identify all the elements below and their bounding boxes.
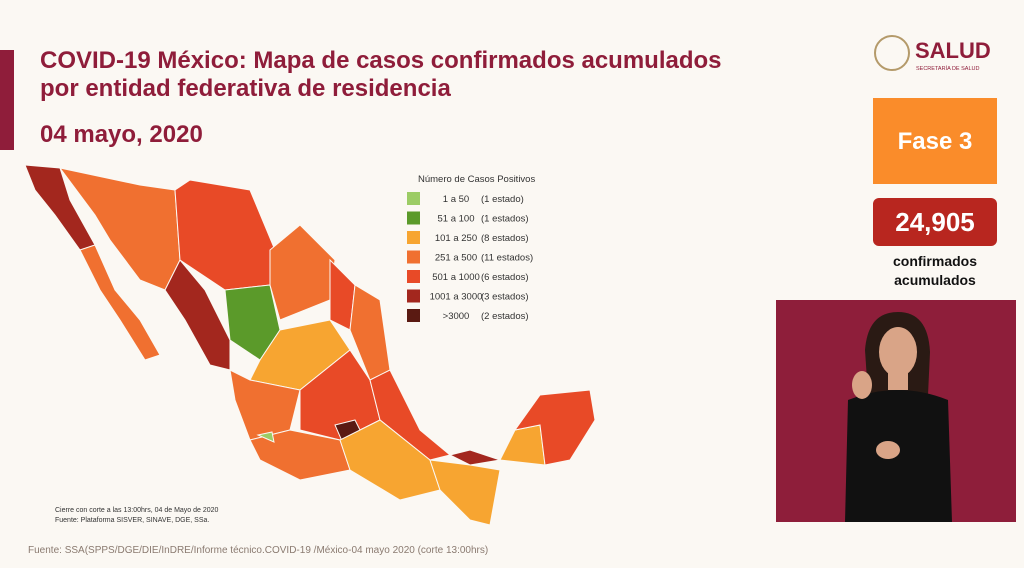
total-caption: confirmados [893, 253, 977, 269]
accent-bar [0, 50, 14, 150]
title-line: por entidad federativa de residencia [40, 75, 451, 102]
total-caption: acumulados [894, 272, 976, 288]
state [269, 224, 336, 321]
legend-count: (1 estado) [481, 194, 524, 205]
legend-range: 101 a 250 [435, 233, 477, 244]
neck [888, 372, 908, 390]
legend-range: 501 a 1000 [432, 272, 480, 283]
legend-swatch [407, 250, 420, 264]
legend-swatch [407, 289, 420, 303]
state [339, 419, 441, 501]
state [79, 244, 161, 361]
date: 04 mayo, 2020 [40, 121, 203, 148]
legend: 1 a 50 (1 estado) 51 a 100 (1 estados) 101 a… [407, 192, 533, 322]
legend-count: (2 estados) [481, 311, 529, 322]
logo-name: SALUD [915, 38, 991, 63]
phase: Fase 3 [898, 128, 973, 155]
legend-range: 51 a 100 [438, 214, 475, 225]
note: Fuente: Plataforma SISVER, SINAVE, DGE, … [55, 517, 209, 524]
state [499, 424, 546, 466]
source: Fuente: SSA(SPPS/DGE/DIE/InDRE/Informe t… [28, 545, 488, 556]
title-line: COVID-19 México: Mapa de casos confirmad… [40, 47, 722, 74]
total-box [873, 198, 997, 246]
legend-count: (6 estados) [481, 272, 529, 283]
phase-box [873, 98, 997, 184]
total-value: 24,905 [895, 207, 975, 237]
legend-swatch [407, 192, 420, 205]
hand [876, 441, 900, 459]
face [879, 327, 917, 377]
interpreter-video [776, 300, 1016, 522]
state [448, 449, 501, 466]
state [513, 389, 596, 466]
legend-count: (8 estados) [481, 233, 529, 244]
state [329, 258, 356, 331]
map [24, 164, 596, 526]
legend-swatch [407, 211, 420, 225]
hand [852, 371, 872, 399]
body [845, 390, 952, 522]
legend-range: 1 a 50 [443, 194, 469, 205]
state [164, 259, 231, 371]
logo-seal [874, 35, 910, 71]
legend-swatch [407, 270, 420, 283]
legend-count: (1 estados) [481, 214, 529, 225]
legend-swatch [407, 231, 420, 244]
legend-title: Número de Casos Positivos [418, 174, 535, 185]
legend-count: (11 estados) [481, 253, 533, 264]
legend-range: >3000 [443, 311, 470, 322]
state [256, 431, 275, 443]
legend-count: (3 estados) [481, 292, 529, 303]
legend-range: 1001 a 3000 [430, 292, 483, 303]
note: Cierre con corte a las 13:00hrs, 04 de M… [55, 507, 219, 514]
logo-subtitle: SECRETARÍA DE SALUD [916, 65, 979, 72]
legend-swatch [407, 309, 420, 322]
legend-range: 251 a 500 [435, 253, 477, 264]
state [429, 459, 501, 526]
